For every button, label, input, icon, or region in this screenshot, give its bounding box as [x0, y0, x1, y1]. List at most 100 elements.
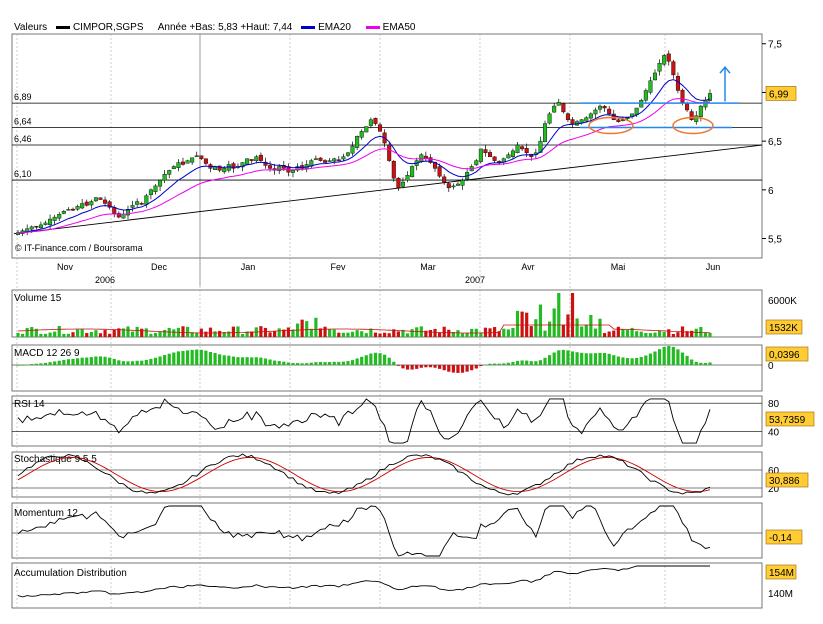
candle-body-111 — [524, 148, 529, 154]
volume-bar-148 — [694, 328, 698, 337]
macd-bar-58 — [282, 361, 286, 365]
macd-bar-88 — [419, 365, 423, 368]
macd-bar-144 — [676, 349, 680, 365]
volume-bar-18 — [98, 333, 103, 337]
macd-bar-95 — [451, 365, 455, 373]
candle-body-9 — [57, 213, 62, 219]
candle-body-75 — [359, 131, 364, 138]
volume-bar-136 — [639, 331, 643, 337]
ema50-legend-label: EMA50 — [382, 22, 416, 33]
macd-bar-63 — [305, 363, 309, 365]
volume-bar-74 — [355, 330, 359, 337]
macd-bar-25 — [130, 361, 135, 365]
macd-bar-100 — [474, 365, 478, 369]
candle-body-117 — [552, 105, 557, 113]
volume-bar-31 — [158, 331, 162, 337]
volume-bar-94 — [447, 329, 451, 337]
ema50-line — [17, 98, 711, 234]
ema20-line — [17, 79, 711, 234]
symbol-legend: CIMPOR,SGPS — [55, 22, 150, 33]
macd-bar-64 — [309, 362, 313, 365]
macd-bar-143 — [671, 346, 675, 365]
macd-bar-41 — [204, 350, 208, 365]
year-label-1: 2007 — [465, 275, 485, 285]
macd-bar-75 — [360, 356, 364, 365]
volume-bar-82 — [392, 329, 396, 337]
stochastic-last-value: 30,886 — [769, 476, 800, 487]
candle-body-47 — [231, 163, 236, 169]
macd-bar-139 — [653, 351, 657, 365]
macd-bar-127 — [598, 352, 602, 365]
candle-body-137 — [643, 90, 648, 101]
volume-bar-48 — [236, 326, 240, 337]
volume-bar-108 — [511, 327, 515, 337]
macd-bar-31 — [158, 356, 162, 365]
candle-body-127 — [598, 105, 603, 110]
volume-bar-126 — [593, 328, 598, 337]
volume-bar-8 — [53, 331, 57, 337]
volume-bar-68 — [328, 329, 332, 337]
macd-bar-47 — [231, 356, 235, 365]
candle-body-81 — [387, 144, 392, 161]
macd-bar-18 — [98, 356, 103, 365]
volume-bar-47 — [231, 326, 235, 337]
candle-body-97 — [460, 179, 465, 186]
macd-bar-128 — [602, 352, 607, 365]
volume-bar-123 — [580, 326, 584, 337]
macd-bar-14 — [80, 357, 84, 365]
candle-body-6 — [43, 222, 48, 225]
macd-bar-43 — [213, 353, 217, 365]
volume-bar-146 — [685, 331, 689, 337]
candle-body-84 — [400, 181, 405, 187]
volume-bar-86 — [410, 329, 414, 337]
macd-bar-99 — [470, 365, 474, 371]
candle-body-8 — [52, 216, 57, 221]
candle-body-39 — [194, 155, 199, 157]
macd-bar-49 — [240, 357, 245, 365]
candle-body-65 — [313, 158, 318, 160]
macd-bar-87 — [415, 365, 419, 369]
macd-bar-104 — [493, 363, 497, 365]
macd-bar-17 — [94, 356, 98, 365]
candle-body-135 — [634, 107, 639, 115]
volume-bar-60 — [291, 329, 295, 337]
volume-bar-41 — [204, 331, 208, 337]
macd-bar-66 — [318, 361, 323, 365]
rsi-last-value: 53,7359 — [769, 415, 806, 426]
macd-bar-12 — [71, 358, 75, 365]
volume-bar-75 — [360, 331, 364, 337]
candle-body-141 — [662, 55, 667, 65]
volume-bar-39 — [195, 332, 199, 337]
candle-body-34 — [171, 166, 176, 170]
volume-bar-21 — [112, 329, 116, 337]
volume-bar-62 — [300, 319, 304, 337]
accdist-line — [17, 565, 710, 598]
macd-bar-78 — [373, 352, 378, 365]
macd-bar-27 — [140, 360, 144, 365]
candle-body-12 — [70, 208, 75, 211]
candle-body-144 — [675, 75, 680, 91]
candle-body-22 — [116, 213, 121, 218]
volume-bar-109 — [515, 310, 520, 337]
candle-body-13 — [75, 206, 80, 210]
rsi-tick-label-1: 40 — [768, 428, 780, 439]
macd-bar-109 — [515, 360, 520, 365]
candle-body-45 — [222, 168, 227, 173]
macd-bar-146 — [685, 355, 689, 365]
candle-body-77 — [368, 119, 373, 126]
macd-bar-5 — [39, 363, 43, 365]
macd-bar-121 — [570, 351, 575, 365]
volume-bar-133 — [625, 329, 630, 337]
macd-bar-117 — [552, 352, 556, 365]
macd-bar-79 — [378, 353, 382, 365]
macd-bar-86 — [410, 365, 414, 370]
momentum-line — [17, 505, 711, 557]
level-label-3: 6,10 — [14, 169, 32, 179]
volume-bar-151 — [708, 332, 712, 337]
macd-bar-92 — [438, 365, 442, 369]
volume-bar-10 — [62, 333, 66, 337]
macd-bar-26 — [135, 360, 139, 365]
volume-bar-23 — [121, 328, 126, 337]
macd-bar-124 — [584, 353, 588, 365]
candle-body-27 — [139, 203, 144, 205]
